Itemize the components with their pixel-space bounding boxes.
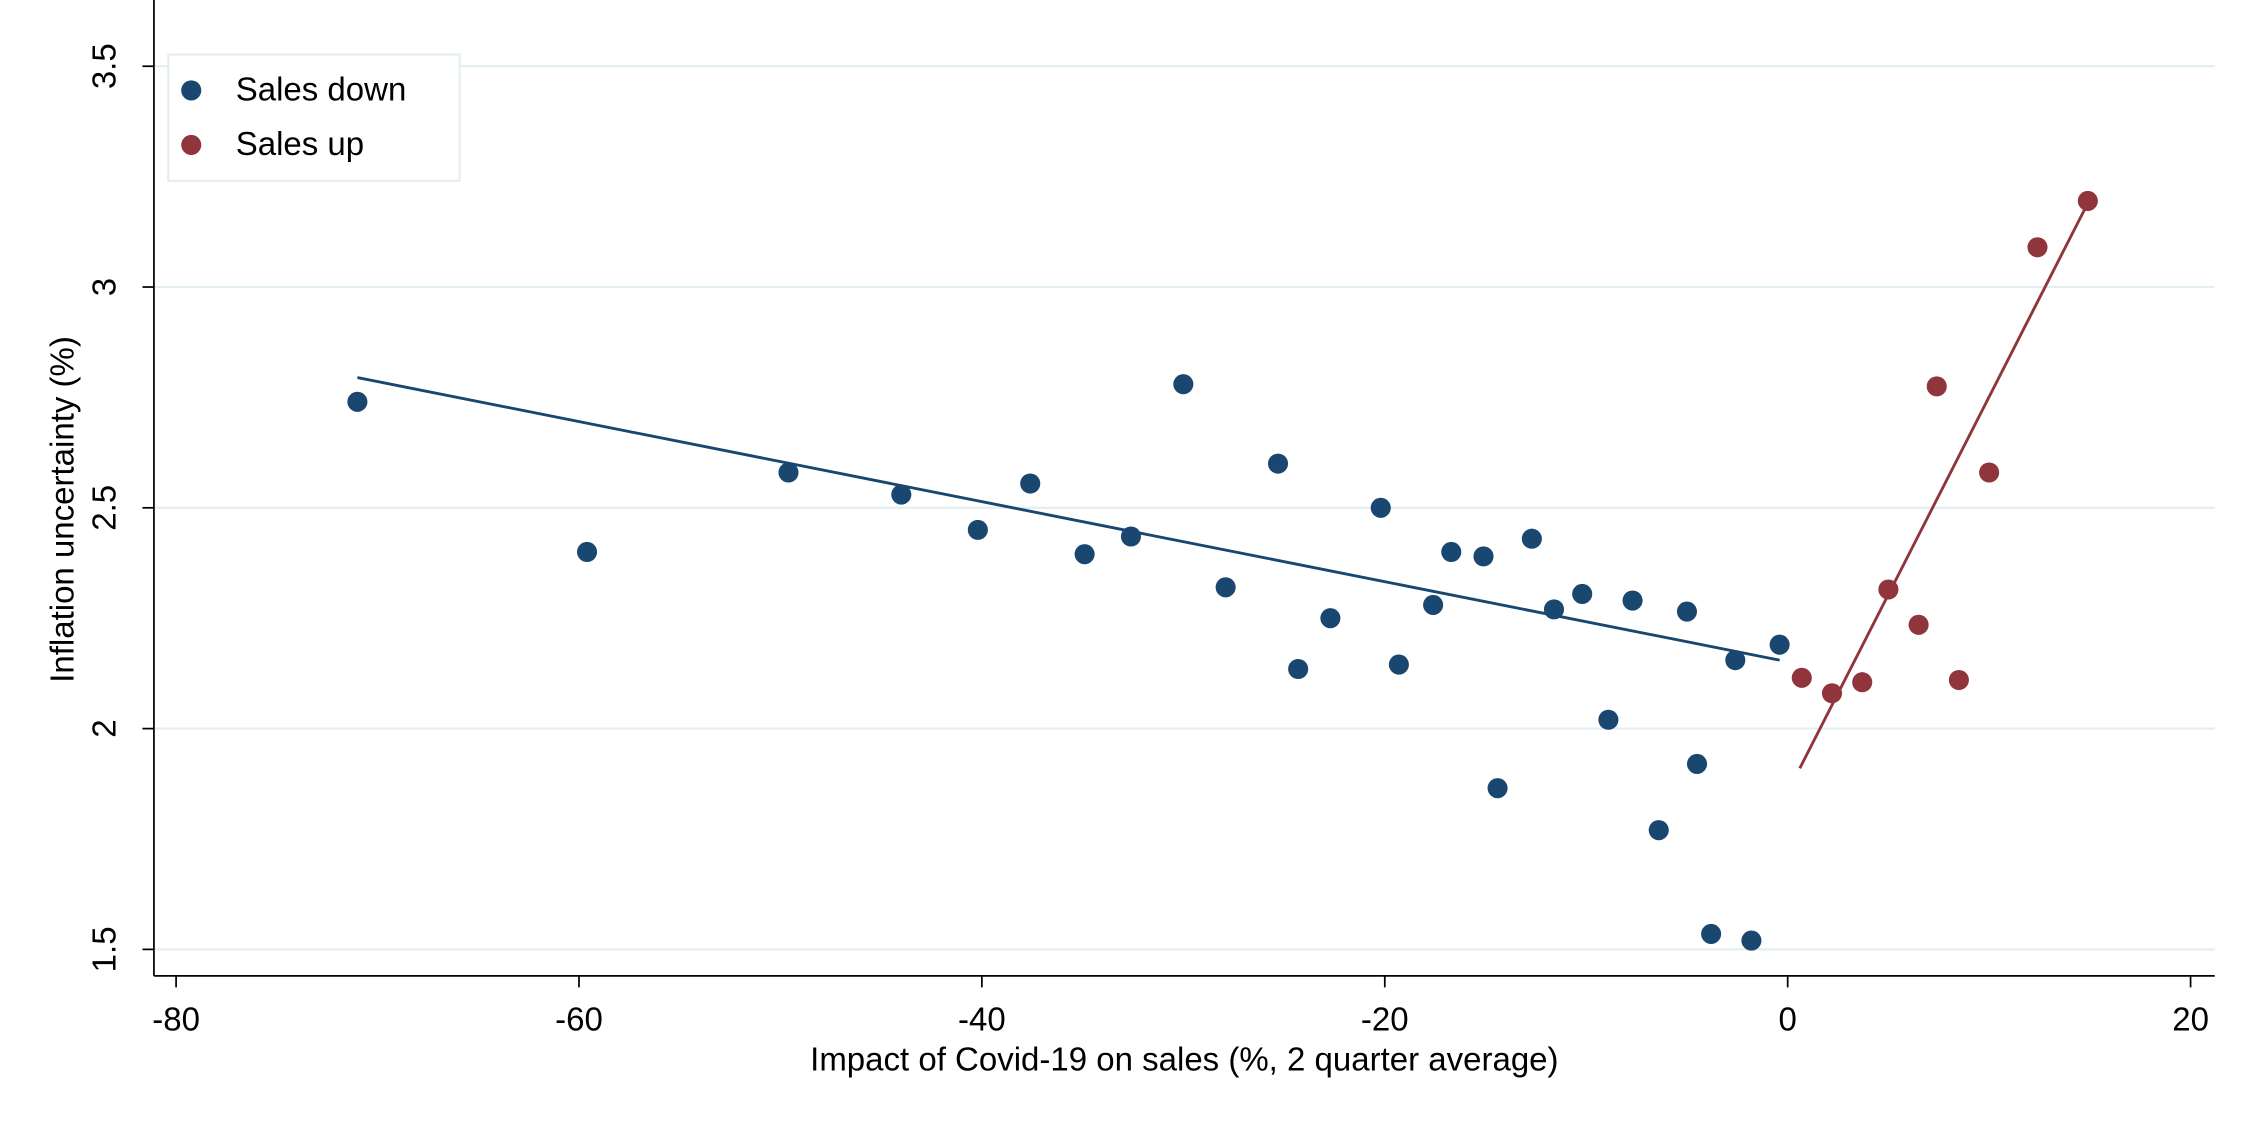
point: [1521, 528, 1542, 549]
point: [1370, 497, 1391, 518]
point: [1320, 608, 1341, 629]
point: [1487, 778, 1508, 799]
legend-label: Sales up: [236, 125, 364, 162]
x-tick-label: -20: [1361, 1001, 1409, 1038]
point: [1473, 546, 1494, 567]
point: [1686, 753, 1708, 774]
point: [2027, 237, 2048, 258]
point: [347, 391, 368, 412]
y-tick-label: 2.5: [85, 485, 122, 531]
point: [1120, 526, 1142, 547]
legend-label: Sales down: [236, 71, 407, 108]
point: [1926, 376, 1947, 397]
fit-line: [1798, 202, 2090, 769]
point: [1948, 669, 1969, 691]
x-tick-label: -40: [958, 1001, 1006, 1038]
point: [1701, 923, 1722, 944]
point: [1215, 577, 1236, 598]
point: [1423, 594, 1444, 616]
y-tick-label: 3.5: [85, 43, 122, 89]
point: [778, 462, 799, 483]
y-tick-label: 2: [85, 719, 122, 737]
point: [1267, 453, 1289, 474]
point: [1852, 672, 1873, 693]
y-tick-label: 1.5: [85, 926, 122, 972]
point: [2077, 190, 2098, 211]
point: [1676, 601, 1698, 622]
y-axis-label: Inflation uncertainty (%): [44, 336, 81, 683]
point: [1821, 683, 1843, 704]
legend-box: [167, 53, 461, 182]
point: [1598, 709, 1619, 730]
point: [1388, 654, 1409, 675]
legend-marker: [181, 134, 202, 155]
point: [1074, 544, 1095, 565]
point: [1769, 634, 1790, 655]
point: [1908, 614, 1929, 635]
point: [576, 541, 598, 563]
point: [1543, 599, 1565, 620]
point: [1878, 579, 1899, 600]
x-axis-label: Impact of Covid-19 on sales (%, 2 quarte…: [810, 1041, 1558, 1078]
x-tick-label: 20: [2172, 1001, 2209, 1038]
point: [1979, 462, 2000, 483]
legend-marker: [181, 80, 202, 101]
y-tick-label: 3: [85, 278, 122, 296]
x-tick-label: -60: [555, 1001, 603, 1038]
point: [1020, 473, 1041, 494]
point: [1288, 658, 1309, 680]
point: [1791, 667, 1812, 688]
x-tick-label: 0: [1779, 1001, 1797, 1038]
point: [967, 519, 988, 540]
x-tick-label: -80: [152, 1001, 200, 1038]
point: [1648, 820, 1669, 841]
point: [1741, 930, 1762, 951]
point: [891, 484, 912, 505]
point: [1622, 590, 1643, 611]
fit-line: [357, 376, 1780, 662]
point: [1572, 583, 1593, 604]
point: [1441, 541, 1462, 563]
point: [1725, 650, 1746, 671]
point: [1173, 374, 1194, 395]
